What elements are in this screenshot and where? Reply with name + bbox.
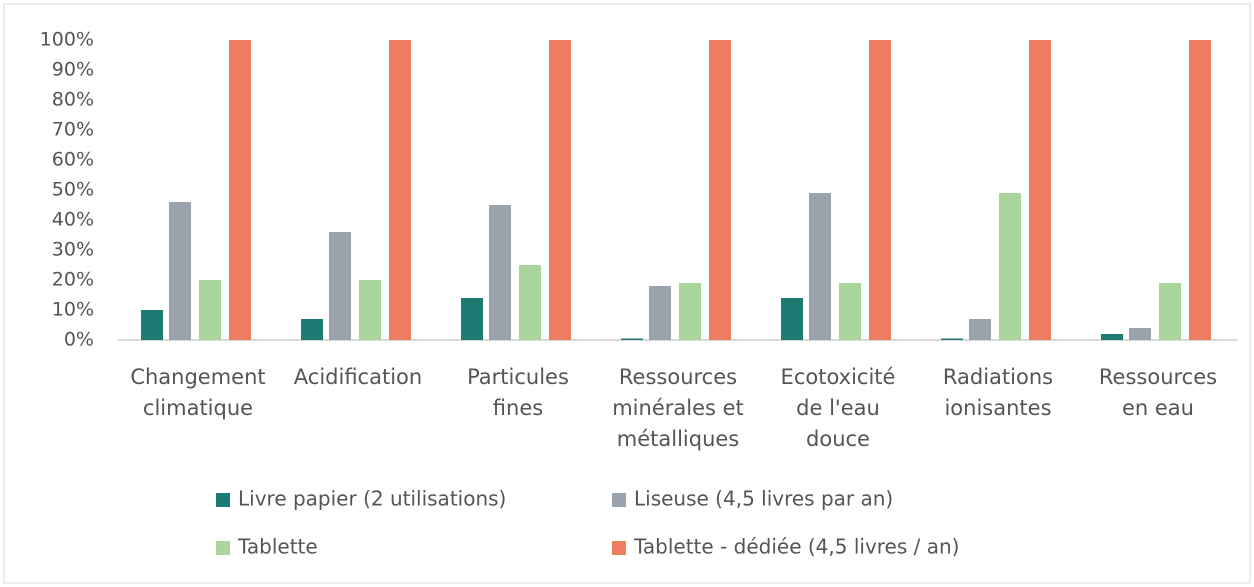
bar — [461, 298, 483, 340]
x-tick-label-line: minérales et — [612, 396, 744, 420]
bar — [489, 205, 511, 340]
x-tick-label: Acidification — [294, 365, 422, 389]
x-tick-label-line: Ressources — [619, 365, 737, 389]
y-tick-label: 70% — [52, 119, 94, 141]
y-tick-label: 100% — [40, 29, 94, 51]
y-tick-label: 50% — [52, 179, 94, 201]
x-tick-label-line: métalliques — [617, 427, 739, 451]
x-tick-label-line: de l'eau — [796, 396, 880, 420]
bar — [809, 193, 831, 340]
legend-swatch — [612, 541, 626, 555]
bar — [869, 40, 891, 340]
x-tick-label-line: Ecotoxicité — [781, 365, 896, 389]
bar — [359, 280, 381, 340]
bar — [839, 283, 861, 340]
bar — [999, 193, 1021, 340]
y-tick-label: 90% — [52, 59, 94, 81]
bar — [199, 280, 221, 340]
legend-swatch — [612, 493, 626, 507]
bar — [649, 286, 671, 340]
bar — [549, 40, 571, 340]
y-tick-label: 60% — [52, 149, 94, 171]
legend-label: Livre papier (2 utilisations) — [238, 487, 506, 511]
y-tick-label: 80% — [52, 89, 94, 111]
x-tick-label-line: Acidification — [294, 365, 422, 389]
bar — [169, 202, 191, 340]
x-tick-label-line: en eau — [1122, 396, 1194, 420]
x-tick-label-line: Ressources — [1099, 365, 1217, 389]
x-tick-label: Ressources en eau — [1099, 365, 1217, 420]
bar — [1189, 40, 1211, 340]
bar — [679, 283, 701, 340]
x-tick-label: Radiations ionisantes — [943, 365, 1053, 420]
legend-swatch — [216, 493, 230, 507]
x-tick-label-line: douce — [806, 427, 870, 451]
legend-label: Liseuse (4,5 livres par an) — [634, 487, 893, 511]
x-tick-label: Changement climatique — [130, 365, 265, 420]
legend-swatch — [216, 541, 230, 555]
x-tick-label-line: Particules — [467, 365, 569, 389]
bar — [709, 40, 731, 340]
bar — [781, 298, 803, 340]
x-tick-label: Ressources minérales et métalliques — [612, 365, 744, 451]
y-tick-label: 30% — [52, 239, 94, 261]
bar — [969, 319, 991, 340]
bar — [1129, 328, 1151, 340]
x-tick-label: Particules fines — [467, 365, 569, 420]
bar — [229, 40, 251, 340]
y-tick-label: 40% — [52, 209, 94, 231]
legend-label: Tablette - dédiée (4,5 livres / an) — [633, 535, 959, 559]
x-tick-label-line: Changement — [130, 365, 265, 389]
bar — [519, 265, 541, 340]
y-tick-label: 10% — [52, 299, 94, 321]
y-tick-label: 0% — [64, 329, 94, 351]
x-tick-label: Ecotoxicité de l'eau douce — [781, 365, 896, 451]
x-tick-label-line: fines — [493, 396, 543, 420]
bar — [621, 338, 643, 340]
y-tick-label: 20% — [52, 269, 94, 291]
x-tick-label-line: climatique — [143, 396, 253, 420]
bar — [1101, 334, 1123, 340]
bar — [1159, 283, 1181, 340]
bar — [141, 310, 163, 340]
legend-label: Tablette — [237, 535, 318, 559]
bar — [941, 338, 963, 340]
x-tick-label-line: Radiations — [943, 365, 1053, 389]
x-tick-label-line: ionisantes — [944, 396, 1051, 420]
bar — [301, 319, 323, 340]
bar — [1029, 40, 1051, 340]
bar — [389, 40, 411, 340]
bar — [329, 232, 351, 340]
